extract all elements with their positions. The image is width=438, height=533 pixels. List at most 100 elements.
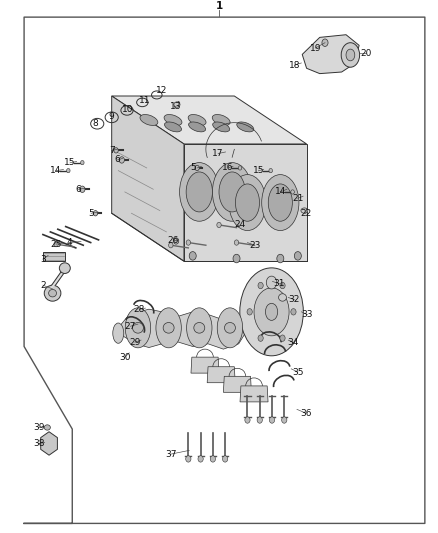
Circle shape xyxy=(245,417,250,423)
Text: 23: 23 xyxy=(249,241,261,250)
Ellipse shape xyxy=(229,175,266,231)
Circle shape xyxy=(195,165,199,171)
Ellipse shape xyxy=(212,163,252,221)
Ellipse shape xyxy=(225,322,236,333)
Text: 22: 22 xyxy=(300,209,311,218)
Ellipse shape xyxy=(213,122,230,132)
Text: 37: 37 xyxy=(165,450,177,458)
Text: 34: 34 xyxy=(288,338,299,346)
Ellipse shape xyxy=(217,308,243,348)
Text: 4: 4 xyxy=(67,238,72,247)
Circle shape xyxy=(81,160,84,165)
Text: 38: 38 xyxy=(33,439,44,448)
Text: 15: 15 xyxy=(64,158,76,167)
Circle shape xyxy=(280,282,285,289)
Text: 35: 35 xyxy=(292,368,304,376)
Text: 24: 24 xyxy=(234,221,246,230)
Circle shape xyxy=(198,456,203,462)
Circle shape xyxy=(114,148,118,153)
Text: 36: 36 xyxy=(300,409,311,417)
Circle shape xyxy=(223,456,228,462)
Ellipse shape xyxy=(180,163,219,221)
Circle shape xyxy=(173,238,179,244)
Ellipse shape xyxy=(113,323,124,343)
Polygon shape xyxy=(184,144,307,261)
Ellipse shape xyxy=(156,308,181,348)
Ellipse shape xyxy=(265,303,278,320)
Circle shape xyxy=(269,168,272,173)
Circle shape xyxy=(258,335,263,341)
Text: 21: 21 xyxy=(292,194,304,203)
Ellipse shape xyxy=(44,425,50,430)
Ellipse shape xyxy=(125,308,151,348)
Text: 13: 13 xyxy=(170,102,182,111)
Text: 18: 18 xyxy=(289,61,300,70)
Circle shape xyxy=(234,240,239,245)
Circle shape xyxy=(257,417,262,423)
Polygon shape xyxy=(118,309,245,349)
Polygon shape xyxy=(191,357,219,373)
Ellipse shape xyxy=(235,184,259,221)
Text: 3: 3 xyxy=(40,255,46,264)
Text: 10: 10 xyxy=(122,105,134,114)
Text: 32: 32 xyxy=(289,295,300,304)
Text: 5: 5 xyxy=(190,164,196,173)
Ellipse shape xyxy=(254,288,289,336)
Text: 9: 9 xyxy=(109,112,115,121)
Circle shape xyxy=(67,168,70,173)
Polygon shape xyxy=(302,35,359,74)
Text: 14: 14 xyxy=(50,166,62,175)
Ellipse shape xyxy=(194,322,205,333)
Ellipse shape xyxy=(212,115,230,125)
Circle shape xyxy=(247,309,252,315)
Circle shape xyxy=(210,456,215,462)
Text: 14: 14 xyxy=(275,188,286,197)
Ellipse shape xyxy=(219,172,245,212)
Circle shape xyxy=(282,417,287,423)
Polygon shape xyxy=(112,96,307,144)
Text: 11: 11 xyxy=(139,96,150,105)
Polygon shape xyxy=(112,96,184,261)
Circle shape xyxy=(277,254,284,263)
Text: 39: 39 xyxy=(33,423,44,432)
Text: 25: 25 xyxy=(50,240,62,249)
Circle shape xyxy=(217,222,221,228)
Ellipse shape xyxy=(174,102,180,107)
Ellipse shape xyxy=(44,285,61,301)
Text: 29: 29 xyxy=(129,338,141,346)
Text: 7: 7 xyxy=(109,146,115,155)
Text: 19: 19 xyxy=(310,44,321,53)
Ellipse shape xyxy=(140,115,158,125)
Ellipse shape xyxy=(165,122,181,132)
Ellipse shape xyxy=(49,289,57,297)
Circle shape xyxy=(80,186,85,192)
Ellipse shape xyxy=(187,308,212,348)
Text: 26: 26 xyxy=(167,237,179,246)
Ellipse shape xyxy=(240,268,303,356)
Polygon shape xyxy=(240,386,268,402)
Ellipse shape xyxy=(346,49,355,61)
Text: 28: 28 xyxy=(134,305,145,314)
Circle shape xyxy=(258,282,263,289)
Circle shape xyxy=(169,243,173,248)
Circle shape xyxy=(238,166,242,170)
Ellipse shape xyxy=(59,263,70,273)
Text: 20: 20 xyxy=(360,49,371,58)
Ellipse shape xyxy=(279,294,286,301)
Ellipse shape xyxy=(188,115,206,125)
Ellipse shape xyxy=(132,322,143,333)
Circle shape xyxy=(186,240,191,245)
Text: 1: 1 xyxy=(215,2,223,12)
Circle shape xyxy=(280,335,285,341)
Ellipse shape xyxy=(301,208,308,213)
Ellipse shape xyxy=(189,122,205,132)
Text: 6: 6 xyxy=(114,156,120,165)
Ellipse shape xyxy=(186,172,212,212)
Text: 31: 31 xyxy=(274,279,285,288)
Text: 12: 12 xyxy=(155,86,167,95)
Text: 2: 2 xyxy=(40,281,46,290)
Polygon shape xyxy=(43,252,65,261)
Ellipse shape xyxy=(268,184,292,221)
Circle shape xyxy=(93,211,98,216)
Text: 33: 33 xyxy=(302,310,313,319)
